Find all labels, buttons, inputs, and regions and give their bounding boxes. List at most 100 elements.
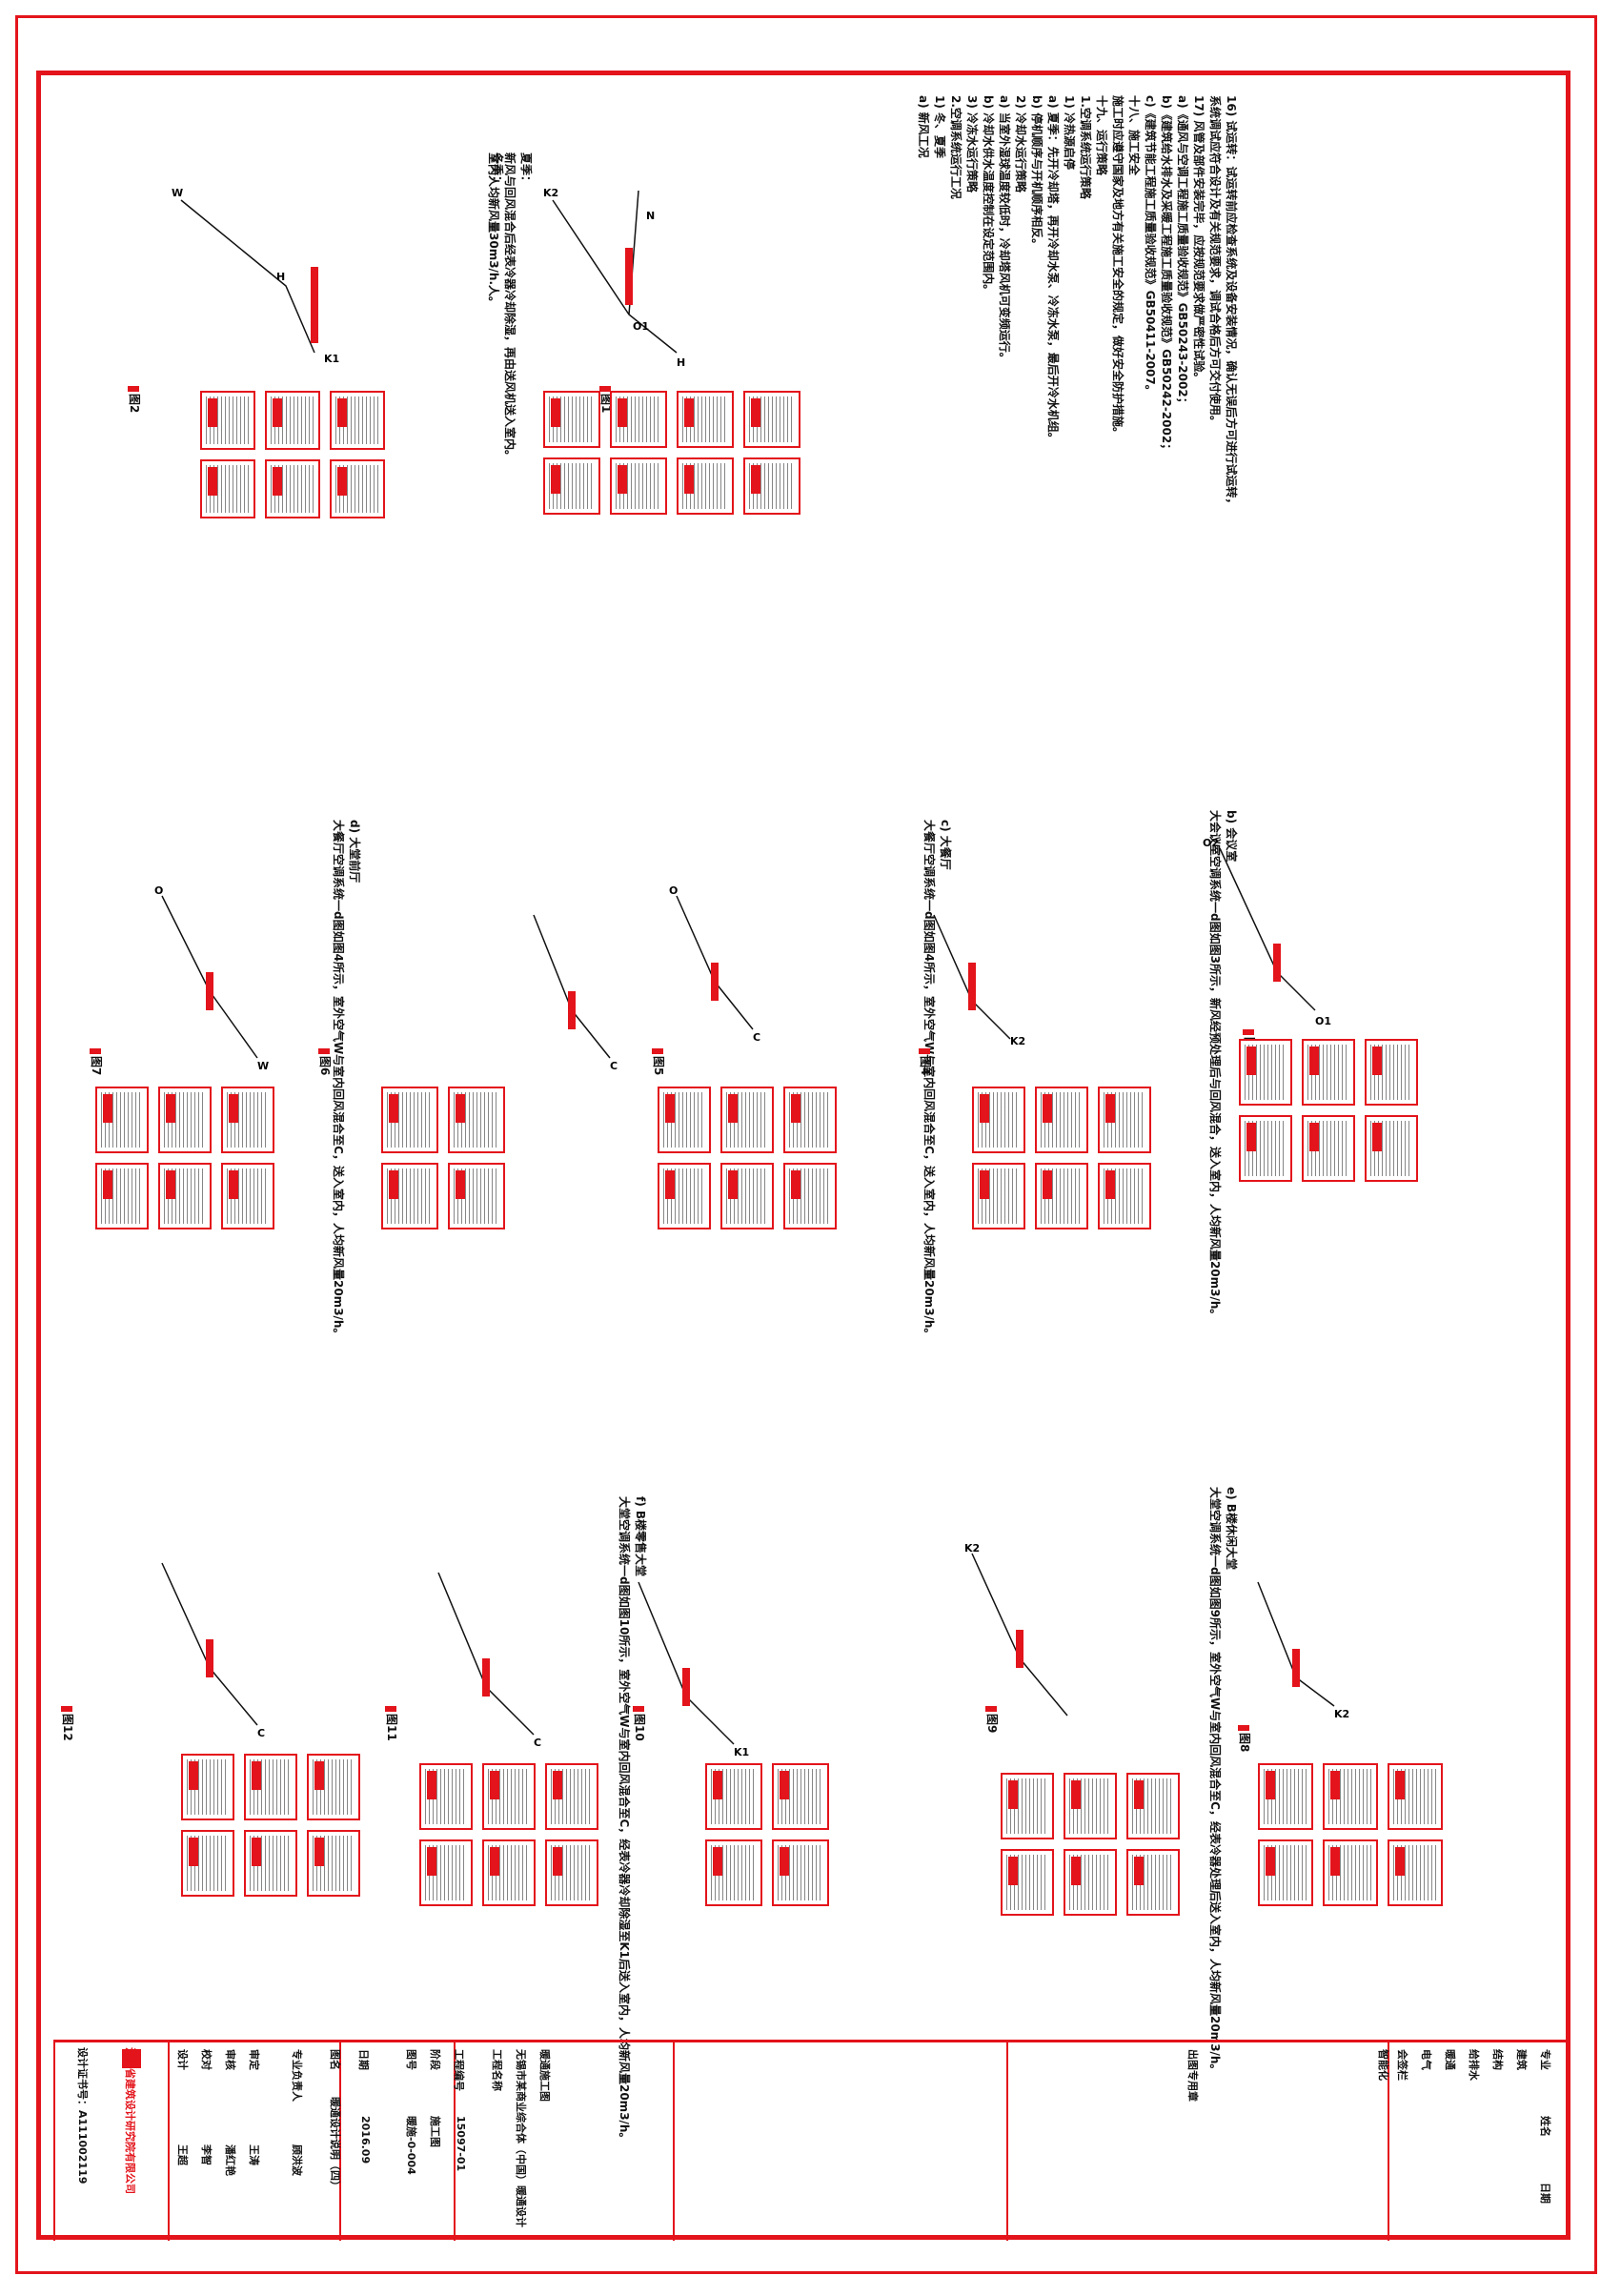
legend-grid-fig10 [705, 1763, 829, 1906]
note-line: 十八、施工安全 [1127, 95, 1141, 176]
process-text: 新风与回风混合后经表冷器冷却除湿，再由送风机送入室内。 [503, 152, 517, 462]
psychrometric-chart-fig9: K2 [964, 1542, 1068, 1717]
legend-block [221, 1163, 274, 1229]
title-block [53, 2040, 1569, 2241]
process-text: 室内人均新风量30m3/h.人。 [487, 152, 500, 309]
designer-name: 王超 [176, 2144, 189, 2165]
point-label: K1 [324, 353, 339, 365]
section-e: e) B楼休闲大堂 大堂空调系统一d图如图9所示，室外空气W与室内回风混合至C，… [1206, 1487, 1239, 2075]
figure-label: 图6 [317, 1048, 334, 1075]
note-line: b)《建筑给水排水及采暖工程施工质量验收规范》GB50242-2002； [1160, 95, 1173, 456]
date-value: 2016.09 [359, 2116, 372, 2164]
process-highlight [482, 1658, 490, 1697]
legend-block [330, 391, 385, 450]
countersign-col-discipline: 专业 [1539, 2049, 1551, 2070]
company-name: 江苏省建筑设计研究院有限公司 [124, 2047, 136, 2194]
legend-block [330, 459, 385, 518]
psychrometric-chart-fig10: K1 [638, 1581, 749, 1758]
process-text-a: 夏季： 新风与回风混合后经表冷器冷却除湿，再由送风机送入室内。 室内人均新风量3… [485, 152, 534, 461]
countersign-col-date: 日期 [1539, 2183, 1551, 2204]
legend-block [265, 459, 320, 518]
legend-block [1302, 1115, 1355, 1182]
process-line [180, 199, 315, 354]
legend-block [221, 1087, 274, 1153]
legend-block [743, 391, 800, 448]
legend-block [244, 1830, 297, 1897]
legend-block [705, 1763, 762, 1830]
drawing-outer-frame [15, 15, 1597, 2274]
seal-area-label: 出图专用章 [1186, 2049, 1199, 2102]
legend-block [1258, 1839, 1313, 1906]
psychrometric-chart-fig12: C [161, 1562, 265, 1739]
legend-block [1126, 1773, 1180, 1839]
note-line: 2) 冷却水运行策略 [1014, 95, 1027, 193]
note-line: 系统调试应符合设计及有关规范要求，调试合格后方可交付使用。 [1208, 95, 1222, 428]
legend-block [783, 1087, 837, 1153]
legend-block [545, 1839, 598, 1906]
process-line [1257, 1581, 1335, 1707]
project-no-label: 工程编号 [453, 2049, 465, 2091]
legend-block [244, 1754, 297, 1820]
figure-label: 图2 [127, 386, 143, 413]
reviewer-label: 审核 [224, 2049, 236, 2070]
legend-block [1258, 1763, 1313, 1830]
legend-block [448, 1163, 505, 1229]
stage-value: 施工图 [429, 2116, 441, 2147]
date-label: 日期 [357, 2049, 370, 2070]
process-text: 大堂空调系统一d图如图9所示，室外空气W与室内回风混合至C，经表冷器处理后送入室… [1208, 1487, 1222, 2076]
process-highlight [625, 248, 633, 305]
point-label: C [257, 1727, 265, 1739]
point-label: W [257, 1060, 269, 1072]
point-label: W [172, 187, 183, 199]
process-highlight [206, 972, 213, 1010]
figure-label: 图12 [60, 1706, 76, 1741]
general-notes: 16) 试运转：试运转前应检查系统及设备安装情况，确认无误后方可进行试运转， 系… [915, 95, 1239, 509]
legend-grid-fig8 [1258, 1763, 1443, 1906]
note-line: 16) 试运转：试运转前应检查系统及设备安装情况，确认无误后方可进行试运转， [1225, 95, 1238, 510]
process-highlight [1292, 1649, 1300, 1687]
figure-label: 图9 [984, 1706, 1001, 1733]
psychrometric-chart-fig7: O W [154, 884, 269, 1072]
project-name: 无锡市某商业综合体（中国）暖通设计 [515, 2049, 527, 2227]
point-label: C [753, 1031, 760, 1044]
discipline-row: 电气 [1420, 2049, 1432, 2070]
countersign-col-name: 姓名 [1539, 2116, 1551, 2137]
point-label: K2 [543, 187, 558, 199]
legend-block [1126, 1849, 1180, 1916]
note-line: b) 冷却水供水温度控制在设定范围内。 [982, 95, 995, 296]
note-line: c)《建筑节能工程施工质量验收规范》GB50411-2007。 [1144, 95, 1157, 396]
subproject-name: 暖通施工图 [538, 2049, 551, 2102]
section-title: e) B楼休闲大堂 [1225, 1487, 1238, 1570]
note-line: 1) 冬、夏季 [933, 95, 946, 159]
drawing-no: 暖施-0-004 [405, 2116, 417, 2175]
legend-block [265, 391, 320, 450]
legend-block [307, 1830, 360, 1897]
legend-grid-fig9 [1001, 1773, 1180, 1916]
legend-block [545, 1763, 598, 1830]
figure-label: 图4 [918, 1048, 934, 1075]
section-d: d) 大堂前厅 大餐厅空调系统一d图如图4所示，室外空气W与室内回风混合至C，送… [330, 820, 362, 1339]
legend-grid-fig6 [381, 1087, 505, 1229]
process-highlight [968, 963, 976, 1010]
figure-label: 图10 [632, 1706, 648, 1741]
legend-block [1388, 1839, 1443, 1906]
approver-label: 审定 [248, 2049, 260, 2070]
legend-block [1098, 1087, 1151, 1153]
psychrometric-chart-fig4: K2 [933, 914, 1025, 1047]
process-highlight [568, 991, 576, 1029]
note-line: 1) 冷热源启停 [1063, 95, 1076, 171]
note-line: b) 停机顺序与开机顺序相反。 [1030, 95, 1044, 251]
legend-block [1239, 1039, 1292, 1106]
point-label: O2 [1203, 837, 1219, 849]
legend-block [181, 1830, 234, 1897]
legend-grid-fig3 [1239, 1039, 1418, 1182]
legend-block [972, 1087, 1025, 1153]
note-line: a) 新风工况 [917, 95, 930, 158]
legend-block [307, 1754, 360, 1820]
process-highlight [206, 1639, 213, 1677]
figure-label: 图8 [1237, 1725, 1253, 1752]
legend-block [419, 1763, 473, 1830]
psychrometric-chart-fig2: W K1 H [172, 187, 339, 365]
stage-label: 阶段 [429, 2049, 441, 2070]
legend-block [448, 1087, 505, 1153]
